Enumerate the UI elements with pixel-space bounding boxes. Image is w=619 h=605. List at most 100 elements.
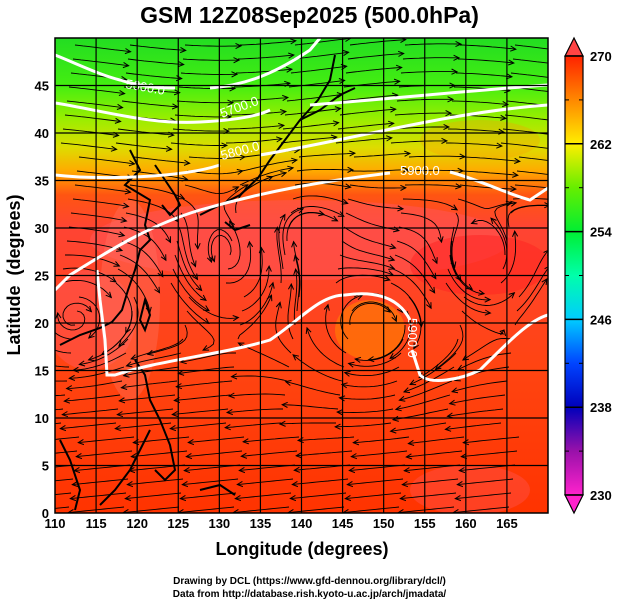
streamline-arrow (510, 185, 517, 192)
streamline-arrow (232, 186, 240, 193)
streamline (449, 394, 506, 405)
streamline (178, 226, 198, 280)
streamline-arrow (470, 218, 478, 225)
streamline-arrow (183, 466, 191, 474)
streamline-arrow (400, 184, 407, 191)
streamline-arrow (383, 275, 391, 282)
streamline-arrow (450, 387, 459, 394)
streamline-arrow (177, 61, 185, 68)
streamline (294, 38, 351, 46)
streamline-arrow (275, 301, 282, 309)
streamline (293, 269, 298, 326)
streamline-arrow (500, 114, 508, 121)
streamline-arrow (404, 150, 412, 157)
streamline (78, 436, 135, 444)
streamline (55, 506, 70, 509)
streamline-arrow (235, 42, 243, 50)
streamline-arrow (116, 103, 124, 110)
streamline-arrow (231, 71, 239, 78)
streamline (178, 366, 235, 374)
streamline-arrow (455, 40, 463, 48)
x-tick-label: 135 (250, 516, 272, 531)
streamline (298, 436, 355, 441)
contour-5900-north-right (449, 170, 548, 202)
streamline-arrow (118, 89, 126, 96)
streamline-arrow (297, 207, 305, 214)
streamline-arrow (451, 68, 459, 75)
streamline-arrow (265, 264, 272, 272)
streamline-arrow (19, 467, 25, 472)
streamline-arrow (15, 495, 21, 500)
streamline-arrow (118, 231, 126, 238)
streamline-arrow (165, 145, 173, 152)
streamline-arrow (69, 494, 77, 502)
streamline (395, 394, 451, 410)
streamline-arrow (181, 480, 189, 488)
streamline (176, 100, 234, 104)
y-tick-label: 40 (35, 126, 49, 141)
high-center-patch (335, 300, 405, 360)
streamline-arrow (343, 370, 351, 377)
streamline-arrow (116, 411, 124, 418)
streamline (188, 436, 245, 443)
streamline (182, 478, 239, 486)
streamline (62, 267, 117, 283)
x-tick-label: 125 (167, 516, 189, 531)
streamline (398, 226, 438, 264)
streamline-arrow (405, 453, 413, 460)
streamline-arrow (354, 356, 362, 363)
streamline-arrow (484, 309, 492, 316)
streamline (117, 268, 151, 313)
streamline (125, 72, 182, 80)
colorbar-lower-extend (564, 494, 584, 515)
streamline-arrow (293, 268, 300, 276)
streamline (451, 100, 508, 105)
streamline (62, 128, 119, 136)
y-tick-label: 5 (42, 459, 49, 474)
streamline-arrow (397, 205, 405, 212)
streamline (507, 204, 548, 228)
x-tick-label: 140 (291, 516, 313, 531)
streamline-arrow (453, 54, 461, 61)
streamline-arrow (274, 226, 281, 234)
contour-5800-right (259, 103, 548, 157)
streamline (74, 184, 131, 193)
streamline (451, 212, 459, 268)
streamline (506, 100, 548, 107)
coastline-new-guinea (199, 483, 236, 496)
streamline (400, 212, 442, 243)
streamline (65, 254, 120, 267)
streamline-arrow (55, 311, 62, 319)
streamline (235, 68, 292, 74)
streamline (174, 394, 231, 401)
y-tick-label: 20 (35, 316, 49, 331)
streamline-arrow (398, 395, 406, 402)
streamline (121, 380, 178, 389)
streamline (276, 227, 282, 284)
streamline (418, 338, 459, 378)
streamline (390, 422, 447, 432)
streamline (147, 324, 188, 355)
streamline (55, 380, 68, 382)
streamline-arrow (241, 184, 249, 191)
streamline (351, 450, 408, 458)
streamline (296, 168, 353, 172)
streamline (55, 331, 74, 340)
streamline-arrow (510, 45, 517, 52)
streamline (55, 349, 72, 354)
streamline (127, 478, 184, 486)
streamline (74, 44, 131, 53)
streamline-arrow (26, 325, 31, 331)
streamline-arrow (332, 120, 340, 127)
streamline (392, 268, 432, 309)
streamline-arrow (456, 364, 464, 371)
streamline-arrow (451, 204, 459, 211)
streamline (512, 58, 548, 64)
streamline-arrow (367, 356, 375, 363)
streamline (241, 159, 297, 172)
streamline-arrow (227, 99, 235, 106)
streamline-arrow (225, 408, 233, 416)
coastline-japan (199, 54, 336, 232)
streamline-arrow (349, 150, 357, 157)
streamline (286, 93, 343, 102)
